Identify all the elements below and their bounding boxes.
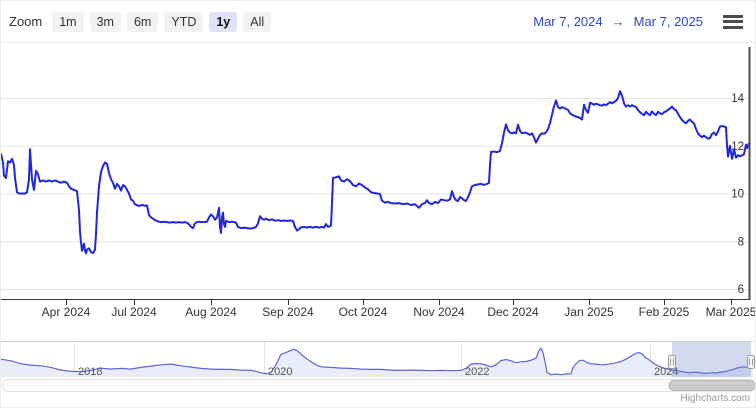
zoom-label: Zoom <box>9 14 43 29</box>
range-button-1m[interactable]: 1m <box>52 11 84 32</box>
highcharts-credits[interactable]: Highcharts.com <box>680 393 750 404</box>
range-button-1y[interactable]: 1y <box>209 11 238 32</box>
range-buttons-group: Zoom 1m 3m 6m YTD 1y All <box>9 11 272 32</box>
hamburger-bar <box>723 20 743 23</box>
range-button-all[interactable]: All <box>243 11 272 32</box>
range-button-6m[interactable]: 6m <box>126 11 159 32</box>
x-axis-label: Mar 2025 <box>706 305 756 319</box>
range-arrow-icon: → <box>611 14 625 29</box>
navigator-area <box>1 348 753 377</box>
scrollbar-track[interactable] <box>2 379 756 392</box>
x-axis-label: Sep 2024 <box>262 305 314 319</box>
main-series-line[interactable] <box>1 90 750 255</box>
navigator-year-label: 2022 <box>465 366 489 378</box>
context-menu-button hamburger-icon[interactable] <box>721 13 745 31</box>
range-to-input[interactable]: Mar 7, 2025 <box>633 14 703 29</box>
hamburger-bar <box>723 14 743 18</box>
y-axis-label: 6 <box>738 284 744 296</box>
navigator-year-label: 2020 <box>268 366 292 378</box>
y-axis-label: 10 <box>731 189 744 201</box>
navigator-handle-left[interactable] <box>668 355 676 369</box>
x-axis-label: Nov 2024 <box>413 305 465 319</box>
range-button-3m[interactable]: 3m <box>89 11 121 32</box>
scrollbar-thumb[interactable] <box>668 380 755 391</box>
navigator-line <box>1 347 754 376</box>
navigator-mask[interactable] <box>672 342 751 377</box>
x-axis-label: Jul 2024 <box>111 305 157 319</box>
x-axis-label: Oct 2024 <box>339 305 388 319</box>
range-inputs-group: Mar 7, 2024 → Mar 7, 2025 <box>533 13 745 31</box>
range-buttons: 1m 3m 6m YTD 1y All <box>52 11 272 32</box>
x-axis-label: Dec 2024 <box>487 305 539 319</box>
x-axis-label: Apr 2024 <box>42 305 91 319</box>
range-button-ytd[interactable]: YTD <box>164 11 204 32</box>
x-axis-label: Jan 2025 <box>564 305 614 319</box>
navigator-handle-right[interactable] <box>747 355 755 369</box>
y-axis-label: 8 <box>738 236 744 248</box>
x-axis-label: Feb 2025 <box>639 305 690 319</box>
range-from-input[interactable]: Mar 7, 2024 <box>533 14 603 29</box>
x-axis-label: Aug 2024 <box>185 305 237 319</box>
navigator-year-label: 2018 <box>78 366 102 378</box>
hamburger-bar <box>723 25 743 29</box>
y-axis-label: 14 <box>731 93 744 105</box>
range-selector-toolbar: Zoom 1m 3m 6m YTD 1y All Mar 7, 2024 → Mar 7,… <box>1 1 755 43</box>
